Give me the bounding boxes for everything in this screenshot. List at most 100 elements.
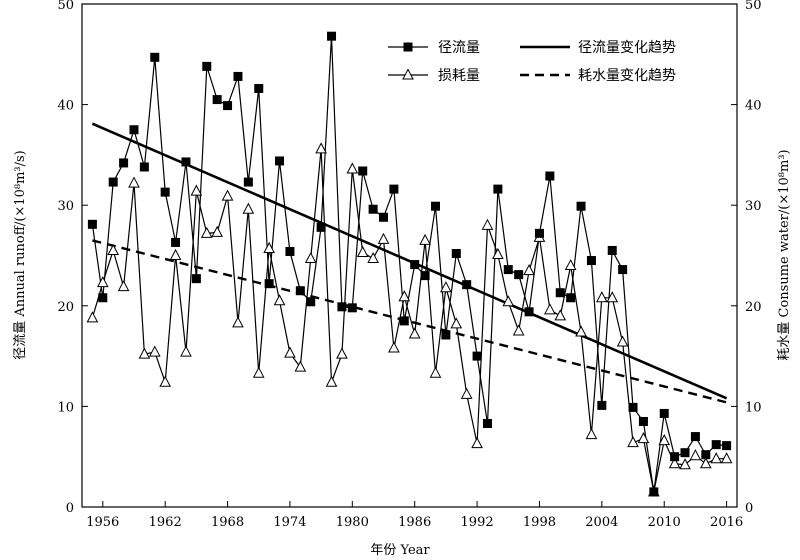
loss-point [616, 335, 629, 347]
loss-point [544, 303, 556, 315]
trend-layer [91, 122, 728, 404]
loss-point [294, 360, 307, 372]
loss-point [107, 243, 120, 255]
loss-point [481, 218, 494, 230]
runoff-point [576, 201, 586, 211]
runoff-point [618, 265, 628, 275]
runoff-point [243, 177, 253, 187]
loss-point [408, 327, 421, 339]
runoff-point [171, 237, 181, 247]
loss-point [523, 264, 535, 276]
loss-point [419, 233, 431, 245]
loss-point [180, 345, 192, 357]
y-tick-label-right: 50 [745, 0, 762, 13]
runoff-point [212, 95, 222, 105]
loss-series-line [91, 148, 727, 493]
loss-point [232, 316, 244, 328]
y-tick-label-left: 50 [57, 0, 74, 13]
runoff-point [659, 408, 669, 418]
x-tick-label: 1968 [211, 515, 244, 530]
loss-point [658, 434, 671, 446]
loss-point [169, 248, 182, 260]
y-tick-label-left: 40 [57, 99, 74, 114]
legend: 径流量 损耗量 径流量变化趋势 耗水量变化趋势 [388, 40, 676, 84]
x-tick-label: 1956 [86, 515, 119, 530]
loss-point [637, 432, 650, 444]
runoff-point [139, 162, 149, 172]
runoff-point [358, 166, 368, 176]
loss-point [263, 241, 275, 253]
loss-point [356, 245, 369, 257]
x-tick-label: 1974 [273, 515, 306, 530]
x-tick-label: 1980 [336, 515, 369, 530]
runoff-point [472, 351, 482, 361]
runoff-point [410, 260, 420, 270]
loss-point [304, 251, 317, 264]
loss-point [440, 281, 452, 293]
runoff-point [711, 440, 721, 450]
runoff-point [264, 279, 274, 289]
loss-point [117, 280, 130, 292]
runoff-point [649, 487, 659, 497]
loss-point [159, 375, 172, 387]
tick-layer: 1956 1962 1968 1974 1980 1986 1992 1998 2004 2010… [57, 0, 761, 530]
loss-point [627, 436, 639, 448]
legend-label-loss: 损耗量 [438, 68, 480, 84]
runoff-point [327, 31, 337, 41]
runoff-point [285, 246, 295, 256]
loss-point [273, 294, 286, 306]
runoff-point [524, 307, 534, 317]
x-axis-title: 年份 Year [370, 543, 430, 558]
runoff-point [493, 184, 503, 194]
loss-point [492, 247, 504, 259]
y-axis-right-title: 耗水量 Consume water/(×10⁸m³) [777, 149, 792, 360]
loss-point [668, 457, 681, 469]
series-layer [86, 31, 733, 497]
loss-point [429, 366, 442, 378]
runoff-point [98, 293, 108, 303]
loss-point [252, 366, 265, 378]
runoff-point [160, 187, 170, 197]
loss-point [86, 311, 99, 323]
runoff-point [306, 297, 316, 307]
y-tick-label-right: 20 [745, 300, 762, 315]
x-tick-label: 1986 [398, 515, 431, 530]
loss-point [96, 276, 109, 288]
y-tick-label-left: 20 [57, 300, 74, 315]
loss-point [585, 427, 598, 440]
runoff-point [420, 271, 430, 281]
runoff-point [295, 286, 305, 296]
loss-point [575, 325, 587, 337]
runoff-point [441, 330, 451, 340]
runoff-point [233, 71, 243, 81]
loss-point [190, 184, 203, 196]
runoff-point [108, 177, 118, 187]
loss-point [606, 291, 619, 303]
runoff-point [451, 248, 461, 258]
loss-point [564, 258, 577, 271]
runoff-point [399, 316, 409, 326]
y-tick-label-left: 30 [57, 199, 74, 214]
runoff-point [119, 158, 129, 168]
y-tick-label-right: 40 [745, 99, 762, 114]
x-tick-label: 1962 [149, 515, 182, 530]
loss-point [138, 347, 151, 359]
loss-point [554, 309, 567, 321]
loss-point [512, 324, 525, 336]
y-axis-left-title: 径流量 Annual runoff/(×10⁸m³/s) [13, 150, 28, 359]
loss-point [679, 458, 691, 470]
legend-label-runoff: 径流量 [438, 40, 480, 56]
runoff-point [482, 419, 492, 429]
runoff-point [545, 171, 555, 181]
runoff-point [389, 184, 399, 194]
legend-marker-square [403, 42, 413, 52]
legend-marker-triangle [402, 68, 414, 80]
x-tick-label: 1998 [523, 515, 556, 530]
runoff-point [586, 256, 596, 266]
runoff-point [462, 280, 472, 290]
runoff-point [202, 61, 212, 71]
loss-point [242, 202, 255, 214]
runoff-point [701, 450, 711, 460]
